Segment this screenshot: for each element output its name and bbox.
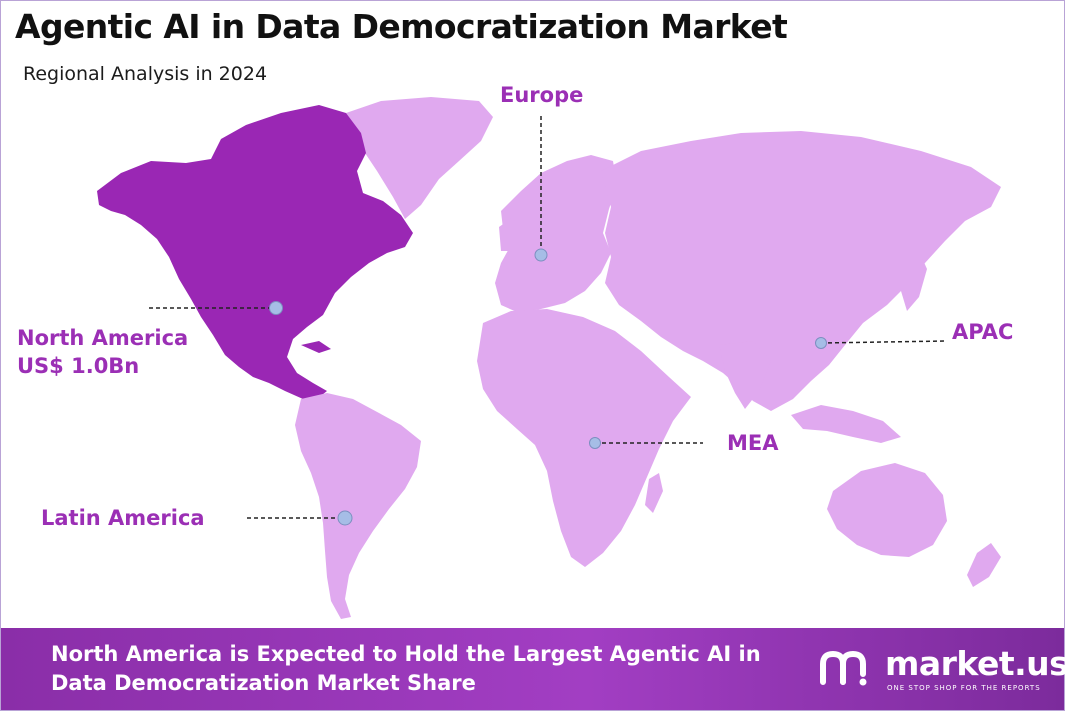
page-subtitle: Regional Analysis in 2024 bbox=[23, 63, 268, 85]
apac-label: APAC bbox=[952, 320, 1014, 344]
north-america-value: US$ 1.0Bn bbox=[17, 354, 140, 378]
world-map bbox=[97, 97, 1001, 619]
logo-tagline: ONE STOP SHOP FOR THE REPORTS bbox=[887, 684, 1041, 692]
asia-shape bbox=[601, 131, 1001, 411]
mea-label: MEA bbox=[727, 431, 779, 455]
north-america-marker bbox=[269, 301, 283, 315]
greenland-shape bbox=[346, 97, 493, 219]
north-america-shape bbox=[97, 105, 413, 399]
mea-marker bbox=[589, 437, 601, 449]
southeast-asia-shape bbox=[791, 405, 901, 443]
new-zealand-shape bbox=[967, 543, 1001, 587]
europe-marker bbox=[534, 248, 548, 262]
latin-america-label: Latin America bbox=[41, 506, 205, 530]
caribbean-shape bbox=[301, 341, 331, 353]
footer-line-1: North America is Expected to Hold the La… bbox=[51, 642, 761, 666]
logo-mark-icon bbox=[820, 650, 867, 686]
europe-label: Europe bbox=[500, 83, 584, 107]
south-america-shape bbox=[295, 393, 421, 619]
footer-text: North America is Expected to Hold the La… bbox=[51, 640, 831, 698]
africa-shape bbox=[477, 309, 691, 567]
north-america-name: North America bbox=[17, 326, 189, 350]
madagascar-shape bbox=[645, 473, 663, 513]
europe-shape bbox=[495, 155, 617, 313]
logo-name: market.us bbox=[885, 644, 1065, 683]
australia-shape bbox=[827, 463, 947, 557]
british-isles-shape bbox=[499, 217, 521, 251]
north-america-label: North America US$ 1.0Bn bbox=[17, 324, 188, 380]
apac-marker bbox=[815, 337, 827, 349]
page-title: Agentic AI in Data Democratization Marke… bbox=[15, 7, 788, 46]
market-us-logo: market.us ONE STOP SHOP FOR THE REPORTS bbox=[819, 644, 1065, 704]
japan-shape bbox=[901, 251, 927, 311]
latin-america-marker bbox=[337, 510, 353, 526]
footer-banner: North America is Expected to Hold the La… bbox=[1, 628, 1065, 710]
footer-line-2: Data Democratization Market Share bbox=[51, 671, 476, 695]
india-shape bbox=[719, 341, 771, 409]
